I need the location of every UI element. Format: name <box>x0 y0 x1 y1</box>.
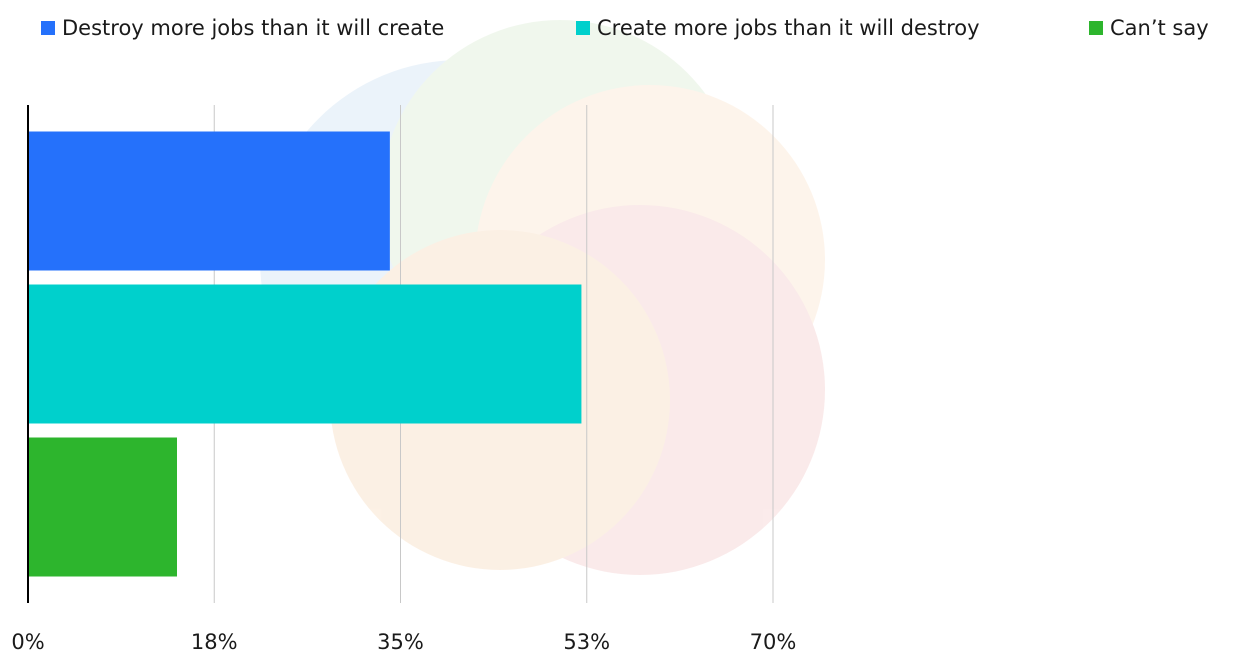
x-tick-label: 0% <box>11 630 44 654</box>
x-tick-label: 53% <box>563 630 610 654</box>
legend-label: Destroy more jobs than it will create <box>62 16 444 40</box>
bar <box>28 131 390 271</box>
legend-swatch <box>576 21 590 35</box>
x-tick-label: 70% <box>750 630 797 654</box>
legend-label: Create more jobs than it will destroy <box>597 16 980 40</box>
bar <box>28 284 582 424</box>
x-tick-label: 35% <box>377 630 424 654</box>
legend-swatch <box>1089 21 1103 35</box>
legend-swatch <box>41 21 55 35</box>
bar <box>28 437 177 577</box>
legend-label: Can’t say <box>1110 16 1209 40</box>
x-tick-label: 18% <box>191 630 238 654</box>
